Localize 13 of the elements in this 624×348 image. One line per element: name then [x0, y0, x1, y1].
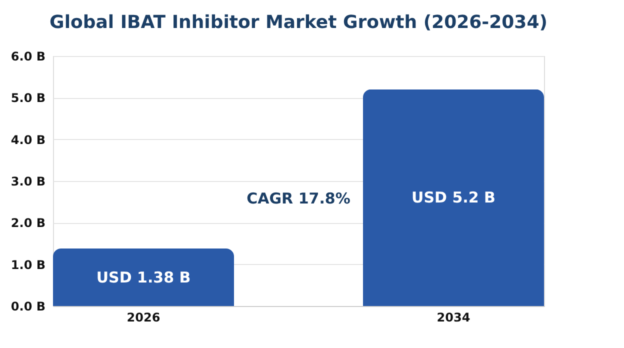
- y-tick-label: 6.0 B: [10, 50, 46, 64]
- data-label: USD 5.2 B: [412, 188, 496, 207]
- y-tick-label: 3.0 B: [10, 174, 46, 188]
- x-tick-label: 2026: [126, 310, 160, 324]
- x-tick-label: 2034: [436, 310, 470, 324]
- y-tick-label: 5.0 B: [10, 91, 46, 106]
- y-tick-label: 0.0 B: [10, 300, 46, 314]
- y-tick-label: 4.0 B: [10, 132, 46, 147]
- data-label: USD 1.38 B: [96, 268, 191, 286]
- y-tick-label: 1.0 B: [10, 258, 46, 272]
- annotation: CAGR 17.8%: [246, 190, 350, 208]
- chart-title: Global IBAT Inhibitor Market Growth (2026-2034): [50, 12, 548, 33]
- y-tick-label: 2.0 B: [10, 216, 46, 230]
